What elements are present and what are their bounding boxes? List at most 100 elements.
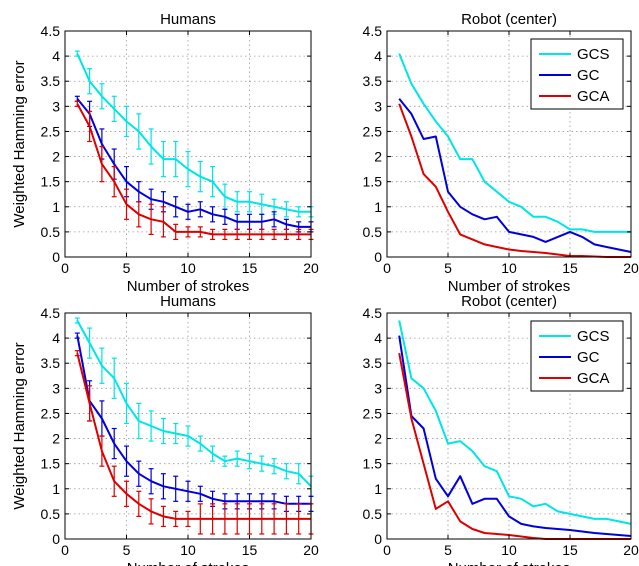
series-gca bbox=[398, 103, 631, 258]
y-tick-label: 2 bbox=[374, 149, 382, 165]
y-tick-label: 2.5 bbox=[41, 123, 61, 139]
x-tick-label: 5 bbox=[444, 260, 452, 276]
series-line-gcs bbox=[76, 53, 311, 213]
y-axis-label: Weighted Hamming error bbox=[11, 60, 28, 227]
x-tick-label: 10 bbox=[501, 260, 517, 276]
y-tick-label: 1 bbox=[374, 199, 382, 215]
series-gcs bbox=[74, 317, 314, 497]
series-gca bbox=[74, 100, 314, 241]
series-gca bbox=[74, 350, 314, 535]
y-tick-label: 0 bbox=[374, 249, 382, 265]
series-line-gcs bbox=[398, 53, 631, 233]
y-tick-label: 3 bbox=[374, 380, 382, 396]
series-gcs bbox=[398, 53, 631, 233]
y-tick-label: 4.5 bbox=[41, 305, 61, 321]
series-line-gcs bbox=[398, 320, 632, 525]
x-tick-label: 20 bbox=[303, 542, 319, 558]
x-tick-label: 10 bbox=[501, 542, 517, 558]
y-tick-label: 2 bbox=[374, 431, 382, 447]
x-tick-label: 0 bbox=[61, 260, 69, 276]
legend-label-gc: GC bbox=[577, 349, 600, 366]
x-tick-label: 15 bbox=[242, 542, 258, 558]
y-tick-label: 1.5 bbox=[41, 456, 61, 472]
legend-label-gcs: GCS bbox=[577, 328, 610, 345]
chart-panel-3: 0 5 10 15 20 0 0.5 1 1.5 2 2.5 3 3.5 4 4.5 Humans Number… bbox=[11, 293, 319, 566]
x-axis-label: Number of strokes bbox=[127, 560, 250, 566]
chart-title: Robot (center) bbox=[461, 293, 557, 310]
y-tick-label: 1 bbox=[52, 199, 60, 215]
y-tick-label: 0 bbox=[374, 531, 382, 547]
y-tick-label: 3.5 bbox=[41, 73, 61, 89]
y-tick-label: 2.5 bbox=[41, 405, 61, 421]
y-tick-label: 1.5 bbox=[363, 456, 383, 472]
x-tick-label: 5 bbox=[123, 260, 131, 276]
y-tick-label: 0 bbox=[52, 249, 60, 265]
x-tick-label: 0 bbox=[61, 542, 69, 558]
y-tick-label: 2.5 bbox=[363, 405, 383, 421]
y-tick-label: 4.5 bbox=[41, 23, 61, 39]
chart-panel-2: 0 5 10 15 20 0 0.5 1 1.5 2 2.5 3 3.5 4 4.5 Robot (cente… bbox=[363, 11, 639, 295]
x-axis-label: Number of strokes bbox=[127, 278, 250, 295]
y-axis-label: Weighted Hamming error bbox=[11, 342, 28, 509]
y-tick-label: 4 bbox=[52, 48, 60, 64]
x-tick-label: 10 bbox=[180, 260, 196, 276]
x-tick-label: 20 bbox=[623, 260, 639, 276]
chart-title: Robot (center) bbox=[461, 11, 557, 28]
x-tick-label: 5 bbox=[123, 542, 131, 558]
y-tick-label: 0.5 bbox=[41, 224, 61, 240]
y-tick-label: 2 bbox=[52, 431, 60, 447]
series-gc bbox=[398, 335, 632, 537]
series-line-gca bbox=[76, 352, 311, 520]
series-line-gc bbox=[398, 335, 632, 537]
chart-title: Humans bbox=[160, 293, 216, 310]
y-tick-label: 0.5 bbox=[363, 224, 383, 240]
y-tick-label: 4 bbox=[374, 330, 382, 346]
y-tick-label: 1.5 bbox=[363, 174, 383, 190]
series-gcs bbox=[74, 50, 314, 218]
y-tick-label: 1 bbox=[374, 481, 382, 497]
chart-panel-4: 0 5 10 15 20 0 0.5 1 1.5 2 2.5 3 3.5 4 4.5 Robot (cente… bbox=[363, 293, 639, 566]
x-tick-label: 20 bbox=[623, 542, 639, 558]
y-tick-label: 3 bbox=[52, 380, 60, 396]
series-gcs bbox=[398, 320, 632, 525]
x-tick-label: 20 bbox=[303, 260, 319, 276]
y-tick-label: 1.5 bbox=[41, 174, 61, 190]
y-tick-label: 3 bbox=[374, 98, 382, 114]
x-tick-label: 15 bbox=[562, 260, 578, 276]
y-tick-label: 3.5 bbox=[363, 73, 383, 89]
y-tick-label: 0 bbox=[52, 531, 60, 547]
legend-label-gcs: GCS bbox=[577, 46, 610, 63]
y-tick-label: 4 bbox=[52, 330, 60, 346]
series-line-gca bbox=[398, 103, 631, 258]
x-axis-label: Number of strokes bbox=[448, 560, 571, 566]
x-tick-label: 5 bbox=[444, 542, 452, 558]
series-line-gc bbox=[76, 335, 311, 505]
x-tick-label: 10 bbox=[180, 542, 196, 558]
chart-title: Humans bbox=[160, 11, 216, 28]
y-tick-label: 4.5 bbox=[363, 23, 383, 39]
legend-label-gca: GCA bbox=[577, 370, 610, 387]
legend-label-gca: GCA bbox=[577, 88, 610, 105]
legend: GCS GC GCA bbox=[530, 38, 624, 110]
y-tick-label: 2 bbox=[52, 149, 60, 165]
series-line-gca bbox=[76, 103, 311, 236]
legend: GCS GC GCA bbox=[530, 320, 624, 392]
y-tick-label: 4.5 bbox=[363, 305, 383, 321]
y-tick-label: 0.5 bbox=[41, 506, 61, 522]
chart-panel-1: 0 5 10 15 20 0 0.5 1 1.5 2 2.5 3 3.5 4 4.5 Humans Number… bbox=[11, 11, 319, 295]
x-tick-label: 15 bbox=[242, 260, 258, 276]
series-line-gcs bbox=[76, 320, 312, 487]
y-tick-label: 4 bbox=[374, 48, 382, 64]
y-tick-label: 3 bbox=[52, 98, 60, 114]
legend-label-gc: GC bbox=[577, 67, 600, 84]
series-gc bbox=[398, 98, 632, 253]
x-tick-label: 15 bbox=[562, 542, 578, 558]
series-line-gc bbox=[398, 98, 632, 253]
x-axis-label: Number of strokes bbox=[448, 278, 571, 295]
y-tick-label: 1 bbox=[52, 481, 60, 497]
y-tick-label: 3.5 bbox=[363, 355, 383, 371]
x-tick-label: 0 bbox=[383, 542, 391, 558]
y-tick-label: 3.5 bbox=[41, 355, 61, 371]
y-tick-label: 0.5 bbox=[363, 506, 383, 522]
